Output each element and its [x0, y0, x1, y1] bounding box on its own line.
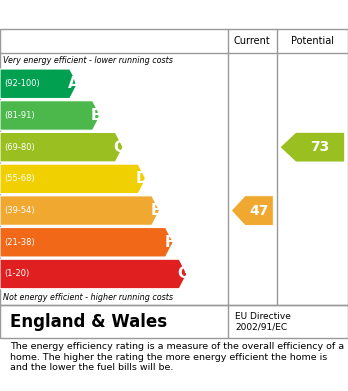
Text: England & Wales: England & Wales — [10, 312, 168, 331]
Polygon shape — [0, 69, 78, 99]
Polygon shape — [0, 133, 123, 162]
Text: Not energy efficient - higher running costs: Not energy efficient - higher running co… — [3, 293, 174, 302]
Text: (69-80): (69-80) — [4, 143, 35, 152]
Text: E: E — [151, 203, 161, 218]
Text: B: B — [90, 108, 102, 123]
Text: The energy efficiency rating is a measure of the overall efficiency of a home. T: The energy efficiency rating is a measur… — [10, 343, 345, 372]
Text: (92-100): (92-100) — [4, 79, 40, 88]
Text: C: C — [114, 140, 125, 155]
Text: F: F — [164, 235, 175, 250]
Text: Potential: Potential — [291, 36, 334, 46]
Polygon shape — [0, 164, 146, 194]
Text: Very energy efficient - lower running costs: Very energy efficient - lower running co… — [3, 56, 173, 65]
Text: (21-38): (21-38) — [4, 238, 35, 247]
Text: D: D — [136, 171, 148, 187]
Text: (39-54): (39-54) — [4, 206, 35, 215]
Polygon shape — [0, 259, 187, 289]
Polygon shape — [280, 133, 345, 162]
Polygon shape — [0, 196, 159, 225]
Polygon shape — [231, 196, 273, 225]
Text: (55-68): (55-68) — [4, 174, 35, 183]
Text: A: A — [68, 76, 80, 91]
Polygon shape — [0, 228, 173, 257]
Text: (1-20): (1-20) — [4, 269, 30, 278]
Text: EU Directive
2002/91/EC: EU Directive 2002/91/EC — [235, 312, 291, 331]
Text: 73: 73 — [310, 140, 330, 154]
Text: Energy Efficiency Rating: Energy Efficiency Rating — [10, 6, 239, 24]
Polygon shape — [0, 101, 100, 130]
Text: (81-91): (81-91) — [4, 111, 35, 120]
Text: G: G — [177, 267, 189, 282]
Text: Current: Current — [234, 36, 271, 46]
Text: 47: 47 — [250, 204, 269, 217]
